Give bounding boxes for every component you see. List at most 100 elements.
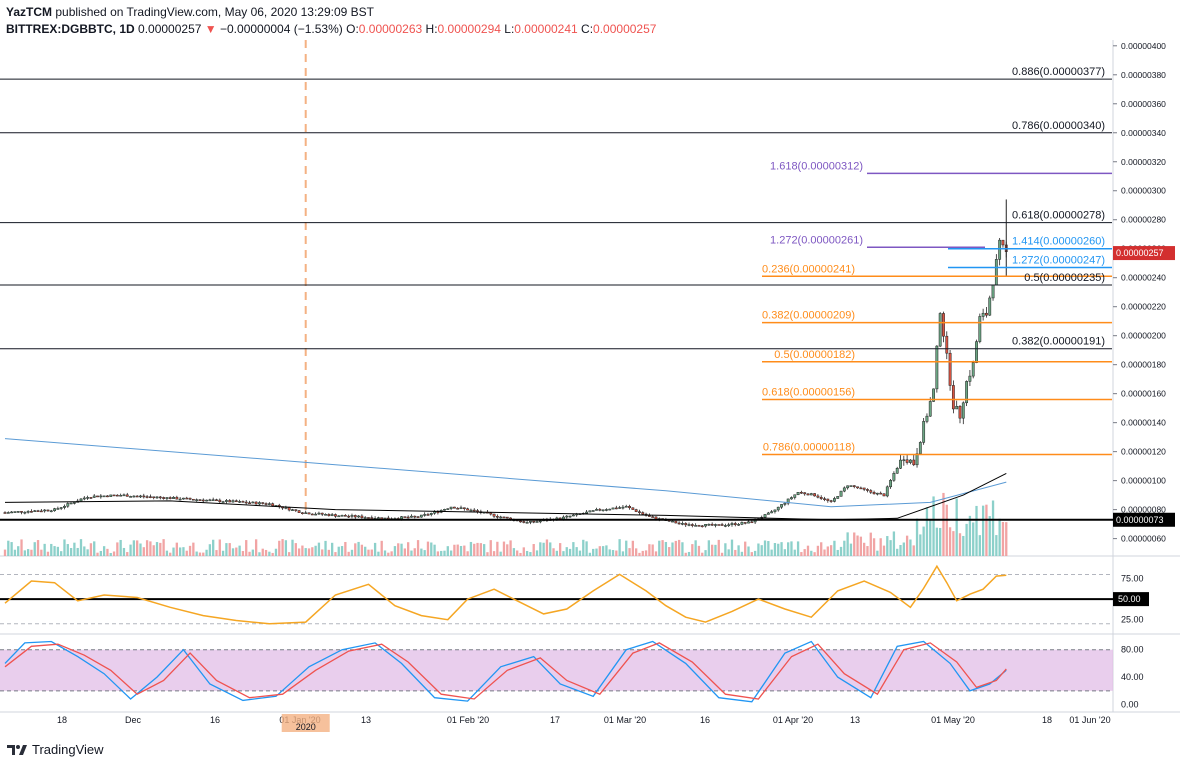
volume-bar [258, 552, 261, 556]
volume-bar [350, 549, 354, 556]
volume-bar [215, 550, 218, 556]
candle-body [456, 507, 460, 510]
volume-bar [843, 540, 846, 556]
volume-bar [33, 542, 36, 556]
candle-body [135, 495, 139, 498]
candle-body [793, 494, 797, 498]
candle-body [522, 521, 526, 523]
candle-body [591, 510, 595, 512]
candle-body [231, 500, 235, 503]
candle-body [809, 493, 813, 496]
volume-bar [611, 550, 615, 556]
candle-body [472, 509, 476, 512]
candle-body [476, 510, 479, 512]
volume-bar [846, 532, 849, 556]
volume-bar [565, 547, 568, 556]
volume-bar [558, 543, 562, 556]
candle-body [1001, 239, 1005, 246]
symbol-label[interactable]: BITTREX:DGBBTC, 1D [6, 22, 135, 36]
volume-bar [555, 550, 559, 556]
candle-body [248, 502, 251, 504]
last-price-label: 0.00000257 [1116, 248, 1164, 258]
year-highlight-label: 2020 [296, 722, 316, 732]
candle-body [357, 515, 360, 518]
candle-body [287, 507, 291, 511]
volume-bar [998, 518, 1001, 556]
volume-bar [26, 549, 30, 556]
volume-bar [935, 527, 939, 556]
volume-bar [615, 550, 618, 556]
volume-bar [436, 551, 440, 556]
volume-bar [512, 548, 516, 556]
candle-body [994, 259, 998, 286]
candle-body [254, 501, 258, 505]
volume-bar [76, 547, 79, 556]
volume-bar [112, 551, 116, 556]
candle-body [449, 506, 453, 509]
volume-bar [595, 548, 598, 556]
volume-bar [641, 550, 644, 556]
volume-bar [145, 540, 149, 556]
volume-bar [188, 545, 192, 556]
volume-bar [178, 547, 182, 556]
volume-bar [608, 549, 611, 556]
volume-bar [773, 543, 777, 556]
candle-body [852, 485, 856, 487]
volume-bar [453, 544, 456, 556]
candle-body [343, 515, 347, 517]
candle-body [96, 495, 99, 498]
volume-bar [952, 531, 955, 556]
open-label: O: [346, 22, 359, 36]
chart-area[interactable]: 0.00000400 0.00000380 0.00000360 0.00000340… [0, 40, 1180, 740]
candle-body [350, 515, 354, 517]
volume-bar [456, 544, 459, 556]
candle-body [324, 514, 327, 516]
support-price-tag [1113, 512, 1175, 527]
volume-bar [711, 544, 714, 556]
tradingview-footer[interactable]: TradingView [6, 742, 104, 757]
candle-body [912, 459, 916, 466]
fib-level-label: 0.382(0.00000209) [762, 310, 855, 322]
volume-bar [264, 549, 268, 556]
price-pane[interactable]: 0.00000400 0.00000380 0.00000360 0.00000340… [0, 40, 1180, 713]
volume-bar [849, 543, 853, 556]
volume-bar [169, 552, 172, 556]
volume-bar [63, 539, 66, 556]
candle-body [69, 502, 73, 505]
volume-bar [479, 543, 483, 556]
volume-bar [727, 549, 730, 556]
volume-bar [572, 542, 575, 556]
volume-bar [245, 540, 248, 556]
volume-bar [489, 540, 492, 556]
candle-body [198, 499, 202, 501]
time-tick-label: 01 Mar '20 [604, 715, 646, 725]
publisher-name[interactable]: YazTCM [6, 5, 53, 19]
candle-body [182, 497, 185, 500]
volume-bar [231, 548, 235, 556]
volume-bar [869, 532, 872, 556]
volume-bar [714, 544, 717, 556]
candle-body [700, 525, 704, 528]
candle-body [671, 520, 674, 523]
candle-body [234, 500, 238, 503]
candle-body [965, 381, 969, 404]
candle-body [353, 515, 357, 518]
candle-body [991, 284, 995, 299]
volume-bar [1001, 522, 1005, 556]
rsi-line [4, 564, 1007, 625]
stoch-rsi-pane[interactable]: 80.00 40.00 0.00 [0, 640, 1144, 710]
rsi-pane[interactable]: 75.00 50.00 25.00 [0, 564, 1149, 625]
volume-bar [648, 544, 651, 556]
volume-bar [403, 548, 406, 556]
candle-body [327, 514, 331, 516]
volume-bar [777, 543, 780, 556]
candle-body [532, 520, 536, 523]
candle-body [20, 511, 23, 513]
volume-bar [707, 540, 711, 556]
volume-bar [327, 549, 330, 556]
fib-level-label: 1.414(0.00000260) [1012, 236, 1105, 248]
publisher-line: YazTCM published on TradingView.com, May… [6, 4, 1106, 21]
candle-body [641, 512, 645, 515]
volume-bar [863, 542, 866, 556]
